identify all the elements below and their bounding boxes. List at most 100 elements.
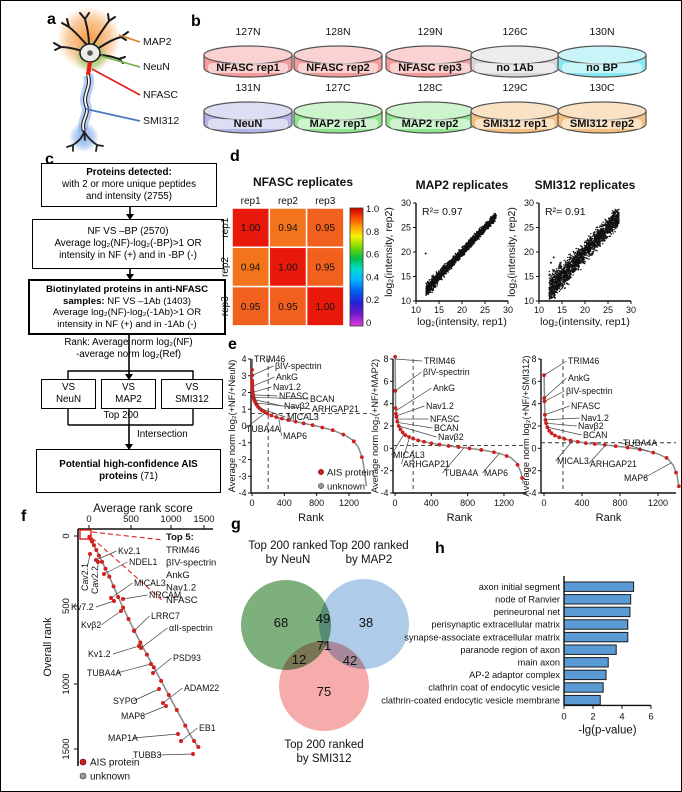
- ais-dot: [250, 367, 254, 372]
- heatmap-col-label: rep2: [278, 196, 298, 207]
- legend-unknown: unknown: [90, 772, 130, 783]
- heatmap-row-label: rep3: [220, 296, 231, 316]
- go-bar: [563, 619, 629, 630]
- svg-text:15: 15: [557, 305, 567, 315]
- heatmap-cell-value: 0.95: [316, 262, 336, 273]
- svg-text:1200: 1200: [339, 498, 359, 508]
- protein-label-LRRC7: LRRC7: [151, 611, 180, 621]
- go-enrichment-bars: axon initial segment node of Ranvier perin…: [381, 576, 654, 736]
- protein-label-MAP6: MAP6: [283, 431, 307, 441]
- ais-dot: [549, 431, 554, 436]
- ais-dot: [542, 412, 547, 417]
- protein-label-βIV-spectrin: βIV-spectrin: [423, 367, 470, 377]
- dish-label: SMI312 rep1: [483, 118, 547, 130]
- colorbar-tick: 0.4: [366, 272, 379, 283]
- dish-label: NeuN: [234, 118, 263, 130]
- venn-count: 12: [292, 652, 306, 667]
- venn-count: 38: [359, 615, 373, 630]
- ais-dot: [416, 438, 421, 443]
- label-line-MAP2: [118, 34, 141, 43]
- ais-dot: [557, 435, 562, 440]
- ais-dot: [103, 566, 108, 571]
- protein-label-EB1: EB1: [199, 723, 216, 733]
- ais-dot: [174, 707, 179, 712]
- protein-label-TRIM46: TRIM46: [254, 354, 285, 364]
- dish-NFASC rep1: 127N NFASC rep1: [203, 26, 293, 78]
- protein-label-ARHGAP21: ARHGAP21: [312, 404, 359, 414]
- protein-label-NRCAM: NRCAM: [149, 590, 181, 600]
- ais-dot: [138, 640, 143, 645]
- flow-box3-line2: samples: NF VS –1Ab (1403): [63, 295, 191, 307]
- protein-label-BCAN: BCAN: [310, 394, 334, 404]
- go-term-label: node of Ranvier: [495, 595, 560, 605]
- ais-dot: [515, 462, 520, 467]
- svg-text:15: 15: [524, 272, 534, 282]
- ais-dot: [265, 411, 270, 416]
- heatmap-cell: [231, 246, 271, 288]
- flow-box-nf-vs-bp: NF VS –BP (2570) Average log₂(NF)-log₂(-…: [32, 219, 224, 269]
- flow-box1-line1: Proteins detected:: [86, 167, 172, 179]
- channel-label: 126C: [502, 26, 528, 38]
- svg-text:1: 1: [241, 404, 246, 414]
- panel-letter-c: c: [45, 151, 54, 168]
- svg-text:2: 2: [241, 388, 246, 398]
- legend-ais: AIS protein: [327, 468, 374, 479]
- protein-label-TRIM46: TRIM46: [424, 356, 455, 366]
- flow-connectors: [67, 335, 194, 450]
- scatter-xlabel: log₂(intensity, rep1): [417, 316, 507, 328]
- venn-circle-smi312: [279, 641, 369, 731]
- dish-SMI312 rep2: 130C SMI312 rep2: [557, 82, 647, 134]
- ais-dot: [341, 432, 346, 437]
- flow-arrow-1: [126, 207, 134, 220]
- ais-dot: [592, 442, 597, 446]
- venn-count: 75: [317, 684, 331, 699]
- protein-label-ADAM22: ADAM22: [184, 683, 219, 693]
- ais-dot: [90, 539, 95, 544]
- rank-curve: [543, 375, 680, 485]
- go-bar: [563, 682, 604, 693]
- protein-label-TUBA4A: TUBA4A: [623, 438, 657, 448]
- heatmap-row-label: rep2: [220, 257, 231, 277]
- ais-dot: [250, 381, 255, 386]
- go-bar: [563, 581, 635, 592]
- protein-label-Kv7.2: Kv7.2: [71, 602, 94, 612]
- f-title: Average rank score: [93, 503, 193, 515]
- go-term-label: perisynaptic extracellular matrix: [431, 620, 560, 630]
- svg-text:25: 25: [480, 305, 490, 315]
- protein-label-NFASC: NFASC: [571, 401, 601, 411]
- svg-text:20: 20: [524, 247, 534, 257]
- protein-label-βIV-spectrin: βIV-spectrin: [275, 361, 322, 371]
- svg-text:20: 20: [580, 305, 590, 315]
- flow-box3-line1: Biotinylated proteins in anti-NFASC: [45, 284, 209, 295]
- go-term-label: clathrin-coated endocytic vesicle membra…: [381, 695, 560, 705]
- ais-dot: [330, 428, 335, 433]
- svg-text:1500: 1500: [193, 514, 214, 525]
- protein-label-MICAL3: MICAL3: [393, 450, 425, 460]
- svg-text:0: 0: [383, 443, 388, 453]
- svg-text:1500: 1500: [61, 738, 72, 759]
- scatter-title: MAP2 replicates: [416, 178, 509, 192]
- svg-text:30: 30: [626, 305, 636, 315]
- ais-dot: [121, 605, 126, 610]
- label-line-NeuN: [100, 55, 141, 68]
- ais-dot: [250, 378, 255, 383]
- ais-dot: [394, 411, 398, 416]
- top5-box: [79, 529, 92, 540]
- dish-NFASC rep3: 129N NFASC rep3: [385, 26, 475, 78]
- svg-text:30: 30: [503, 305, 513, 315]
- svg-text:1200: 1200: [648, 498, 668, 508]
- protein-label-MICAL3: MICAL3: [287, 412, 319, 422]
- channel-label: 129N: [417, 26, 442, 38]
- protein-label-AnkG: AnkG: [433, 383, 455, 393]
- svg-text:500: 500: [123, 514, 139, 525]
- go-term-label: main axon: [518, 658, 560, 668]
- flow-box-vs-smi312: VS SMI312: [161, 379, 223, 409]
- svg-text:30: 30: [401, 198, 411, 208]
- venn-count: 71: [317, 638, 331, 653]
- ais-dot: [100, 559, 105, 564]
- heatmap-row-label: rep1: [220, 217, 231, 237]
- svg-text:4: 4: [383, 399, 388, 409]
- ais-dot: [107, 574, 112, 579]
- ais-dot: [446, 444, 451, 448]
- go-term-label: axon initial segment: [479, 582, 561, 592]
